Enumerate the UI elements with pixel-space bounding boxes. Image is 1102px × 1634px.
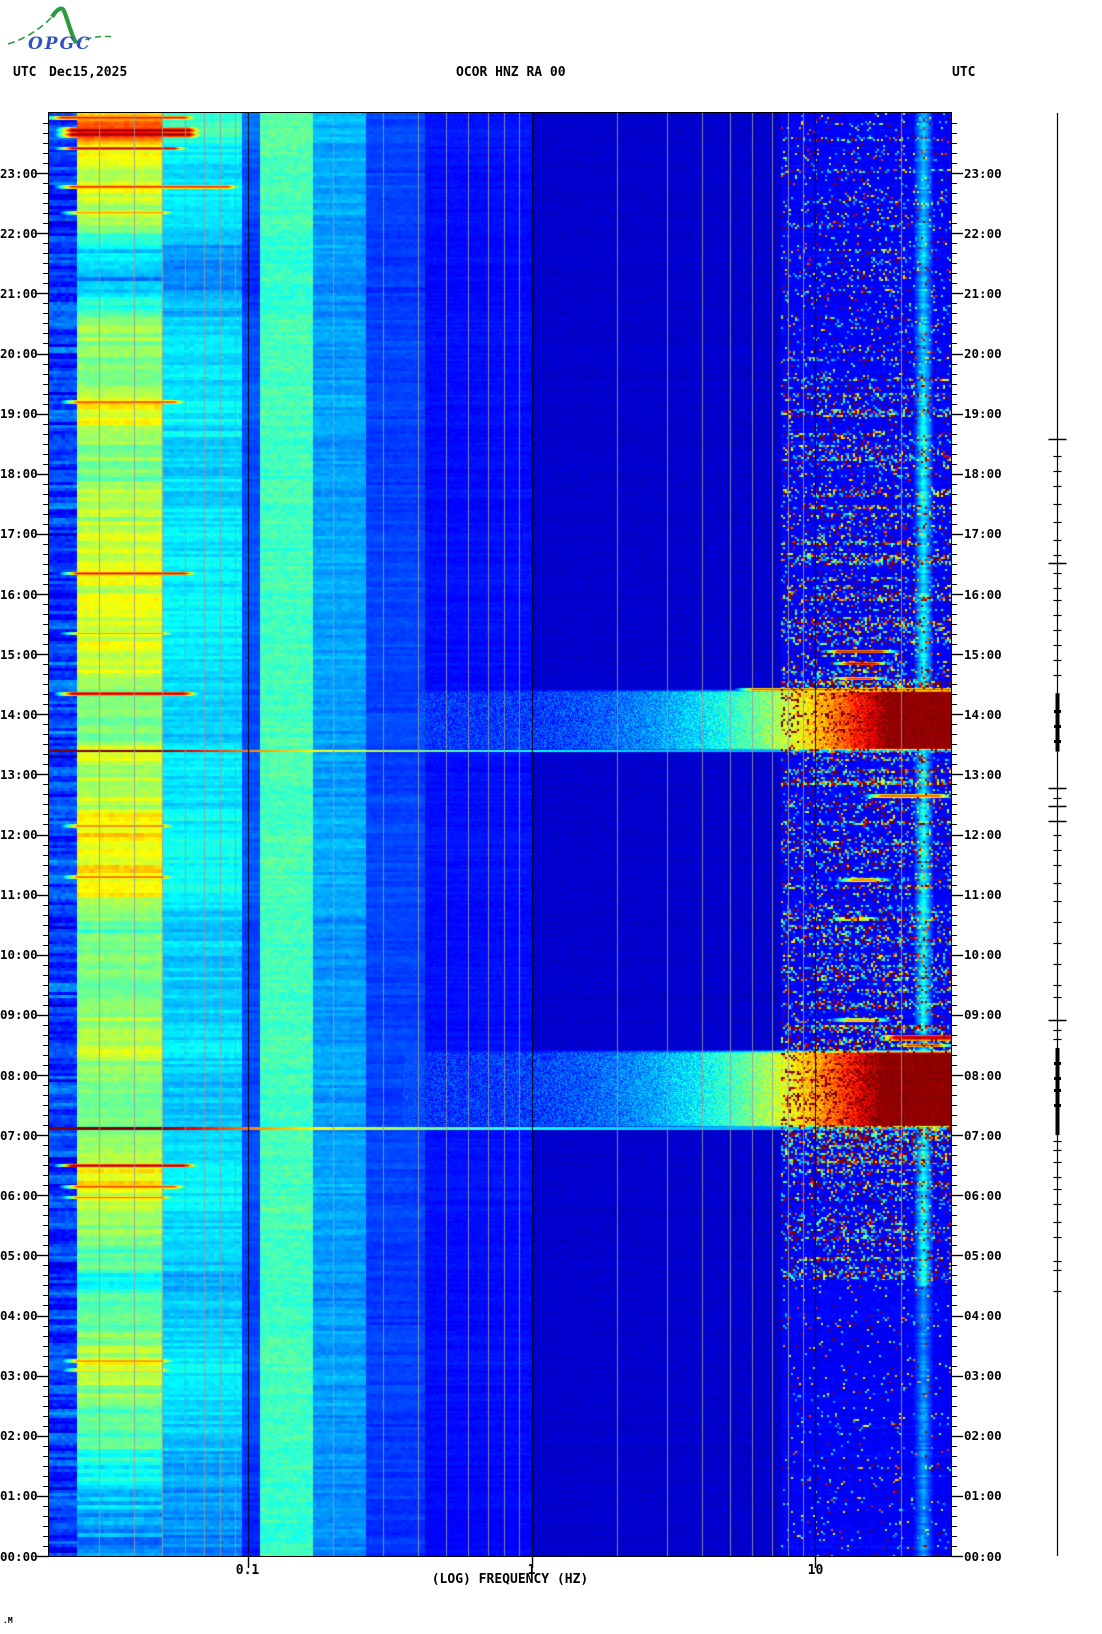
time-label-left: 10:00 bbox=[0, 947, 38, 963]
time-label-right: 19:00 bbox=[964, 406, 1002, 422]
time-label-left: 14:00 bbox=[0, 706, 38, 722]
time-label-right: 06:00 bbox=[964, 1187, 1002, 1203]
freq-tick-label: 10 bbox=[807, 1563, 824, 1578]
time-label-right: 18:00 bbox=[964, 466, 1002, 482]
time-label-left: 16:00 bbox=[0, 586, 38, 602]
time-label-right: 03:00 bbox=[964, 1368, 1002, 1384]
time-label-left: 21:00 bbox=[0, 285, 38, 301]
logo-curve-dashed-left bbox=[7, 16, 53, 45]
time-label-right: 20:00 bbox=[964, 346, 1002, 361]
opgc-logo: OPGC bbox=[7, 6, 115, 54]
event-strip bbox=[1048, 113, 1067, 1556]
time-label-left: 17:00 bbox=[0, 526, 38, 542]
time-label-left: 08:00 bbox=[0, 1067, 38, 1083]
logo-peak-curve bbox=[50, 6, 78, 45]
time-label-left: 11:00 bbox=[0, 887, 38, 903]
logo-curve-dashed-right bbox=[75, 35, 115, 44]
time-label-left: 02:00 bbox=[0, 1428, 38, 1444]
time-label-right: 17:00 bbox=[964, 526, 1002, 542]
utc-label-left: UTC bbox=[13, 65, 37, 80]
time-label-left: 05:00 bbox=[0, 1247, 38, 1263]
time-label-left: 01:00 bbox=[0, 1488, 38, 1504]
time-label-right: 16:00 bbox=[964, 586, 1002, 602]
time-label-right: 02:00 bbox=[964, 1428, 1002, 1444]
time-label-right: 00:00 bbox=[964, 1548, 1002, 1564]
opgc-logo-text: OPGC bbox=[28, 34, 92, 54]
time-label-left: 12:00 bbox=[0, 827, 38, 842]
time-label-right: 14:00 bbox=[964, 706, 1002, 722]
time-label-right: 05:00 bbox=[964, 1247, 1002, 1263]
time-label-right: 04:00 bbox=[964, 1308, 1002, 1323]
freq-tick-label: 0.1 bbox=[235, 1563, 260, 1578]
time-label-right: 13:00 bbox=[964, 766, 1002, 782]
time-label-right: 23:00 bbox=[964, 165, 1002, 181]
time-label-left: 19:00 bbox=[0, 406, 38, 422]
time-label-left: 00:00 bbox=[0, 1548, 38, 1564]
time-label-right: 01:00 bbox=[964, 1488, 1002, 1504]
freq-tick-label: 1 bbox=[527, 1563, 536, 1578]
time-label-left: 18:00 bbox=[0, 466, 38, 482]
time-label-right: 09:00 bbox=[964, 1007, 1002, 1023]
time-label-left: 20:00 bbox=[0, 346, 38, 361]
time-label-left: 13:00 bbox=[0, 766, 38, 782]
time-label-left: 23:00 bbox=[0, 165, 38, 181]
time-label-right: 15:00 bbox=[964, 646, 1002, 662]
time-label-left: 06:00 bbox=[0, 1187, 38, 1203]
spectrogram-heatmap bbox=[49, 113, 951, 1556]
plot-title: OCOR HNZ RA 00 bbox=[456, 65, 566, 80]
time-label-left: 04:00 bbox=[0, 1308, 38, 1323]
time-label-right: 11:00 bbox=[964, 887, 1002, 903]
time-label-right: 21:00 bbox=[964, 285, 1002, 301]
utc-label-right: UTC bbox=[952, 65, 976, 80]
time-label-right: 08:00 bbox=[964, 1067, 1002, 1083]
time-label-left: 09:00 bbox=[0, 1007, 38, 1023]
time-label-right: 12:00 bbox=[964, 827, 1002, 842]
time-label-left: 15:00 bbox=[0, 646, 38, 662]
time-label-left: 07:00 bbox=[0, 1127, 38, 1143]
date-label: Dec15,2025 bbox=[49, 65, 128, 80]
time-label-right: 22:00 bbox=[964, 225, 1002, 241]
freq-axis-title: (LOG) FREQUENCY (HZ) bbox=[431, 1572, 589, 1587]
time-label-right: 07:00 bbox=[964, 1127, 1002, 1143]
corner-mark: .M bbox=[3, 1616, 13, 1625]
time-label-left: 22:00 bbox=[0, 225, 38, 241]
time-label-left: 03:00 bbox=[0, 1368, 38, 1384]
time-label-right: 10:00 bbox=[964, 947, 1002, 963]
